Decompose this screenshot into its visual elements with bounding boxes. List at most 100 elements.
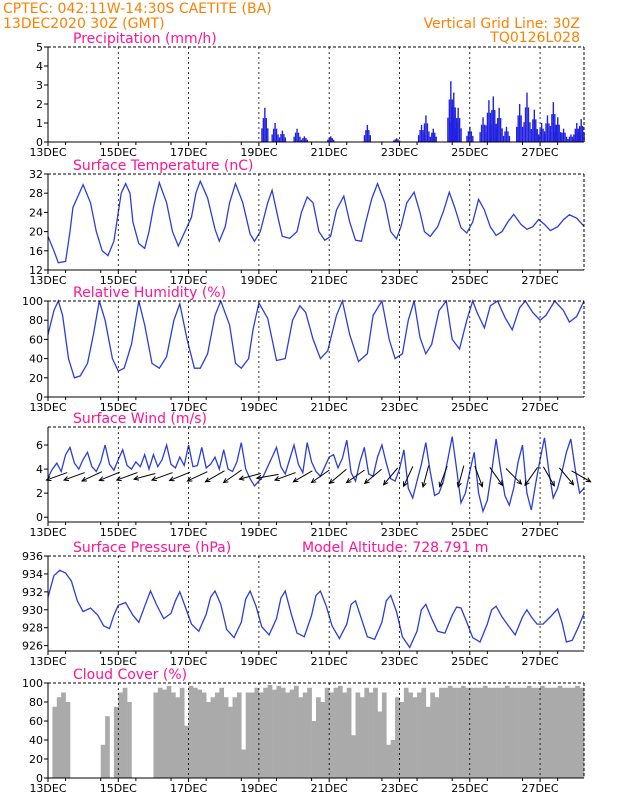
cloud-bar-31 [184, 725, 189, 778]
panel-temp: 12 16 20 24 28 32 13DEC 15DEC 17DEC 19DEC 21DEC 23D… [29, 158, 585, 287]
wind-arrow-shaft-21 [422, 465, 430, 488]
wind-arrow-shaft-14 [293, 470, 313, 483]
cloud-bar-94 [460, 685, 466, 778]
precip-bar-24-1 [545, 123, 547, 142]
precip-bar-7-2 [395, 138, 398, 142]
precip-bar-24-0 [543, 131, 546, 142]
wind-arrow-shaft-1 [63, 472, 85, 481]
cloud-bar-109 [526, 685, 532, 778]
rh-xtick-label-4: 21DEC [311, 401, 348, 414]
wind-arrow-head-29 [568, 479, 575, 486]
pres-ytick-label-5: 936 [22, 550, 43, 563]
cloud-xtick-label-2: 17DEC [170, 782, 207, 795]
pres-series-line [47, 569, 585, 649]
wind-arrow-head-15 [310, 478, 317, 484]
precip-bar-22-1 [532, 119, 534, 142]
cloud-bar-101 [491, 687, 497, 778]
header-gridline: Vertical Grid Line: 30Z [424, 16, 580, 32]
wind-arrow-head-7 [168, 476, 175, 482]
precip-bar-9-4 [428, 131, 430, 142]
cloud-bar-85 [421, 687, 427, 778]
precip-bar-6-3 [368, 130, 370, 142]
cloud-bar-1 [52, 706, 58, 778]
cloud-ytick-label-2: 40 [29, 734, 43, 747]
precip-bar-25-2 [552, 102, 555, 142]
cloud-bar-61 [316, 697, 321, 778]
wind-xtick-label-5: 23DEC [381, 526, 418, 539]
wind-arrow-head-12 [255, 474, 262, 481]
precip-bar-14-3 [470, 131, 473, 142]
cloud-bar-95 [465, 687, 471, 778]
precip-bar-3-3 [297, 132, 300, 142]
precip-bar-0-2 [264, 107, 266, 142]
wind-arrow-shaft-0 [46, 472, 68, 481]
cloud-bar-57 [298, 697, 304, 778]
cloud-bar-32 [188, 685, 194, 778]
precip-bar-26-3 [558, 124, 560, 142]
cloud-bar-82 [408, 692, 413, 778]
wind-xtick-label-3: 19DEC [240, 526, 277, 539]
cloud-bar-70 [355, 692, 361, 778]
wind-arrow-9 [204, 470, 225, 483]
wind-arrow-10 [222, 469, 242, 484]
cloud-bar-93 [456, 687, 462, 778]
precip-bar-16-0 [485, 125, 487, 142]
cloud-bar-74 [373, 687, 378, 778]
precip-ytick-label-2: 2 [36, 98, 43, 111]
wind-arrow-head-1 [62, 476, 70, 482]
cloud-bar-37 [210, 697, 216, 778]
precip-bar-15-3 [483, 124, 486, 142]
wind-arrow-shaft-25 [489, 467, 503, 486]
cloud-xtick-label-0: 13DEC [29, 782, 66, 795]
wind-arrow-head-28 [549, 480, 555, 487]
wind-arrow-3 [98, 471, 120, 482]
cloud-bar-65 [333, 687, 339, 778]
cloud-bar-110 [531, 687, 536, 778]
precip-bar-7-0 [393, 140, 395, 142]
wind-arrow-head-13 [273, 476, 280, 482]
wind-arrow-shaft-18 [364, 468, 382, 484]
precip-bar-7-3 [397, 139, 399, 142]
wind-arrow-22 [438, 465, 448, 488]
pres-ytick-label-1: 928 [22, 622, 43, 635]
cloud-xtick-label-1: 15DEC [100, 782, 137, 795]
wind-arrow-head-25 [497, 480, 504, 487]
wind-arrow-head-0 [45, 476, 52, 482]
precip-bar-7-1 [394, 139, 396, 142]
wind-ytick-label-2: 4 [36, 463, 43, 476]
precip-bar-10-1 [431, 132, 433, 142]
cloud-bar-88 [434, 697, 440, 778]
precip-bar-30-3 [581, 126, 584, 142]
precip-bar-4-4 [306, 139, 309, 142]
precip-bar-27-0 [559, 136, 562, 142]
precip-bar-12-3 [454, 107, 456, 142]
cloud-bar-34 [197, 689, 203, 778]
cloud-bar-69 [351, 735, 356, 778]
cloud-xtick-label-5: 23DEC [381, 782, 418, 795]
precip-bar-19-2 [505, 126, 508, 142]
cloud-bar-118 [566, 687, 572, 778]
wind-arrow-25 [489, 467, 504, 487]
wind-arrow-shaft-8 [187, 471, 208, 482]
precip-bar-28-2 [570, 134, 572, 142]
precip-bar-11-0 [447, 117, 449, 142]
cloud-ytick-label-5: 100 [22, 677, 43, 690]
precip-bar-4-2 [303, 136, 306, 142]
wind-arrow-shaft-26 [505, 468, 522, 485]
pres-xtick-label-3: 19DEC [240, 655, 277, 668]
cloud-bar-81 [403, 687, 409, 778]
wind-arrow-shaft-5 [133, 472, 156, 480]
pres-annotation: Model Altitude: 728.791 m [302, 540, 488, 556]
cloud-bar-60 [311, 721, 317, 778]
wind-arrow-19 [382, 467, 399, 486]
pres-ytick-label-3: 932 [22, 586, 43, 599]
precip-bar-22-0 [530, 129, 533, 142]
precip-bar-9-0 [422, 131, 424, 142]
pres-ytick-label-0: 926 [22, 640, 43, 653]
cloud-bar-89 [439, 687, 444, 778]
precip-bar-5-3 [331, 138, 333, 142]
cloud-bar-72 [364, 687, 370, 778]
precip-bar-2-2 [281, 130, 284, 142]
temp-xtick-label-1: 15DEC [100, 274, 137, 287]
wind-arrow-shaft-4 [116, 472, 138, 481]
